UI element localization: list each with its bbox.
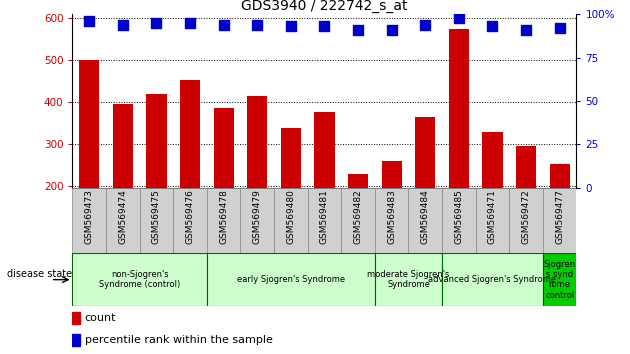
Text: GSM569478: GSM569478 bbox=[219, 190, 228, 245]
Bar bbox=[442, 253, 543, 306]
Point bbox=[521, 27, 531, 33]
Bar bbox=[113, 104, 133, 269]
Bar bbox=[415, 116, 435, 269]
Bar bbox=[241, 188, 274, 253]
Point bbox=[387, 27, 397, 33]
Text: GSM569485: GSM569485 bbox=[454, 190, 463, 245]
Bar bbox=[476, 188, 509, 253]
Text: GSM569475: GSM569475 bbox=[152, 190, 161, 245]
Text: disease state: disease state bbox=[8, 269, 72, 279]
Text: non-Sjogren's
Syndrome (control): non-Sjogren's Syndrome (control) bbox=[99, 270, 180, 289]
Bar bbox=[341, 188, 375, 253]
Text: GSM569476: GSM569476 bbox=[186, 190, 195, 245]
Text: moderate Sjogren's
Syndrome: moderate Sjogren's Syndrome bbox=[367, 270, 450, 289]
Text: GSM569484: GSM569484 bbox=[421, 190, 430, 244]
Title: GDS3940 / 222742_s_at: GDS3940 / 222742_s_at bbox=[241, 0, 408, 13]
Bar bbox=[314, 112, 335, 269]
Bar bbox=[72, 333, 80, 346]
Point bbox=[151, 20, 161, 25]
Bar bbox=[543, 253, 576, 306]
Bar bbox=[274, 188, 307, 253]
Bar bbox=[348, 174, 368, 269]
Bar bbox=[173, 188, 207, 253]
Text: GSM569483: GSM569483 bbox=[387, 190, 396, 245]
Bar bbox=[140, 188, 173, 253]
Text: GSM569479: GSM569479 bbox=[253, 190, 261, 245]
Point bbox=[353, 27, 363, 33]
Text: GSM569477: GSM569477 bbox=[555, 190, 564, 245]
Point bbox=[488, 23, 498, 29]
Bar bbox=[516, 146, 536, 269]
Bar bbox=[375, 253, 442, 306]
Bar bbox=[307, 188, 341, 253]
Point bbox=[420, 22, 430, 27]
Bar bbox=[247, 96, 267, 269]
Point bbox=[286, 23, 296, 29]
Bar bbox=[281, 128, 301, 269]
Bar bbox=[375, 188, 408, 253]
Text: percentile rank within the sample: percentile rank within the sample bbox=[84, 335, 272, 345]
Point bbox=[84, 18, 94, 24]
Text: GSM569474: GSM569474 bbox=[118, 190, 127, 244]
Bar bbox=[214, 108, 234, 269]
Text: GSM569480: GSM569480 bbox=[287, 190, 295, 245]
Bar bbox=[72, 312, 80, 324]
Bar bbox=[72, 253, 207, 306]
Bar bbox=[207, 253, 375, 306]
Bar bbox=[549, 164, 570, 269]
Text: GSM569472: GSM569472 bbox=[522, 190, 530, 244]
Bar bbox=[442, 188, 476, 253]
Bar bbox=[543, 188, 576, 253]
Bar bbox=[146, 93, 166, 269]
Bar bbox=[180, 80, 200, 269]
Bar bbox=[509, 188, 543, 253]
Point bbox=[319, 23, 329, 29]
Point bbox=[454, 15, 464, 21]
Bar bbox=[449, 29, 469, 269]
Bar bbox=[207, 188, 241, 253]
Text: GSM569471: GSM569471 bbox=[488, 190, 497, 245]
Bar bbox=[106, 188, 140, 253]
Text: advanced Sjogren's Syndrome: advanced Sjogren's Syndrome bbox=[428, 275, 556, 284]
Point bbox=[219, 22, 229, 27]
Point bbox=[118, 22, 128, 27]
Bar bbox=[483, 132, 503, 269]
Text: GSM569473: GSM569473 bbox=[85, 190, 94, 245]
Text: early Sjogren's Syndrome: early Sjogren's Syndrome bbox=[237, 275, 345, 284]
Point bbox=[554, 25, 564, 31]
Point bbox=[252, 22, 262, 27]
Text: Sjogren
s synd
rome
control: Sjogren s synd rome control bbox=[544, 259, 576, 300]
Bar bbox=[72, 188, 106, 253]
Bar bbox=[79, 60, 100, 269]
Point bbox=[185, 20, 195, 25]
Text: GSM569481: GSM569481 bbox=[320, 190, 329, 245]
Text: GSM569482: GSM569482 bbox=[353, 190, 362, 244]
Text: count: count bbox=[84, 313, 116, 323]
Bar bbox=[408, 188, 442, 253]
Bar bbox=[382, 161, 402, 269]
